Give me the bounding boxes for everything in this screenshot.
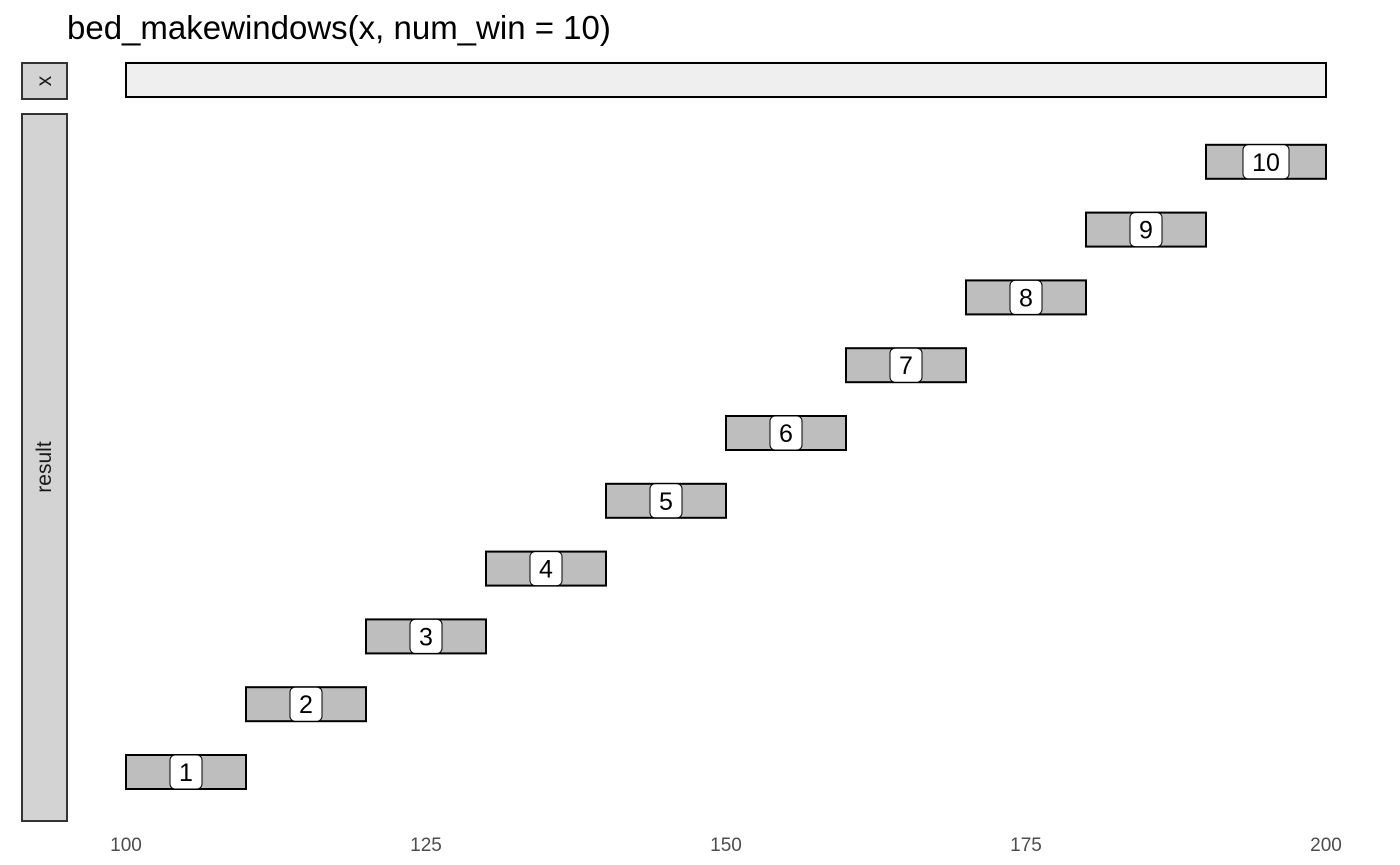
interval-label-box [1009, 279, 1043, 315]
interval-label-box [529, 551, 563, 587]
interval-bar [125, 62, 1327, 98]
chart-title: bed_makewindows(x, num_win = 10) [67, 9, 611, 46]
panel-x-intervals [125, 62, 1327, 98]
interval-label: 6 [779, 420, 793, 448]
interval-label: 10 [1252, 149, 1280, 177]
interval-label: 8 [1019, 284, 1033, 312]
interval-label-box [1242, 144, 1290, 180]
interval-label-box [169, 754, 203, 790]
interval-label-box [1129, 212, 1163, 248]
x-tick-label: 175 [1010, 835, 1042, 856]
interval-label: 3 [419, 623, 433, 651]
interval-label-box [889, 347, 923, 383]
x-tick-label: 100 [110, 835, 142, 856]
interval-label-box [409, 618, 443, 654]
panel-x: x [21, 62, 1327, 100]
strip-result-label: result [33, 441, 56, 493]
interval-label-box [649, 483, 683, 519]
interval-label-box [289, 686, 323, 722]
x-tick-label: 125 [410, 835, 442, 856]
panel-result: result 1 2 3 4 5 6 7 8 9 10 [21, 113, 1327, 822]
interval-label: 4 [539, 556, 553, 584]
strip-x [21, 62, 68, 100]
strip-result [21, 113, 68, 822]
panel-result-intervals: 1 2 3 4 5 6 7 8 9 10 [125, 143, 1327, 790]
x-tick-label: 150 [710, 835, 742, 856]
x-tick-label: 200 [1310, 835, 1342, 856]
interval-label: 1 [179, 759, 193, 787]
interval-label: 2 [299, 691, 313, 719]
strip-x-label: x [33, 75, 56, 86]
interval-label: 9 [1139, 217, 1153, 245]
interval-label-box [769, 415, 803, 451]
interval-label: 7 [899, 352, 913, 380]
interval-label: 5 [659, 488, 673, 516]
x-axis: 100 125 150 175 200 [110, 835, 1342, 856]
